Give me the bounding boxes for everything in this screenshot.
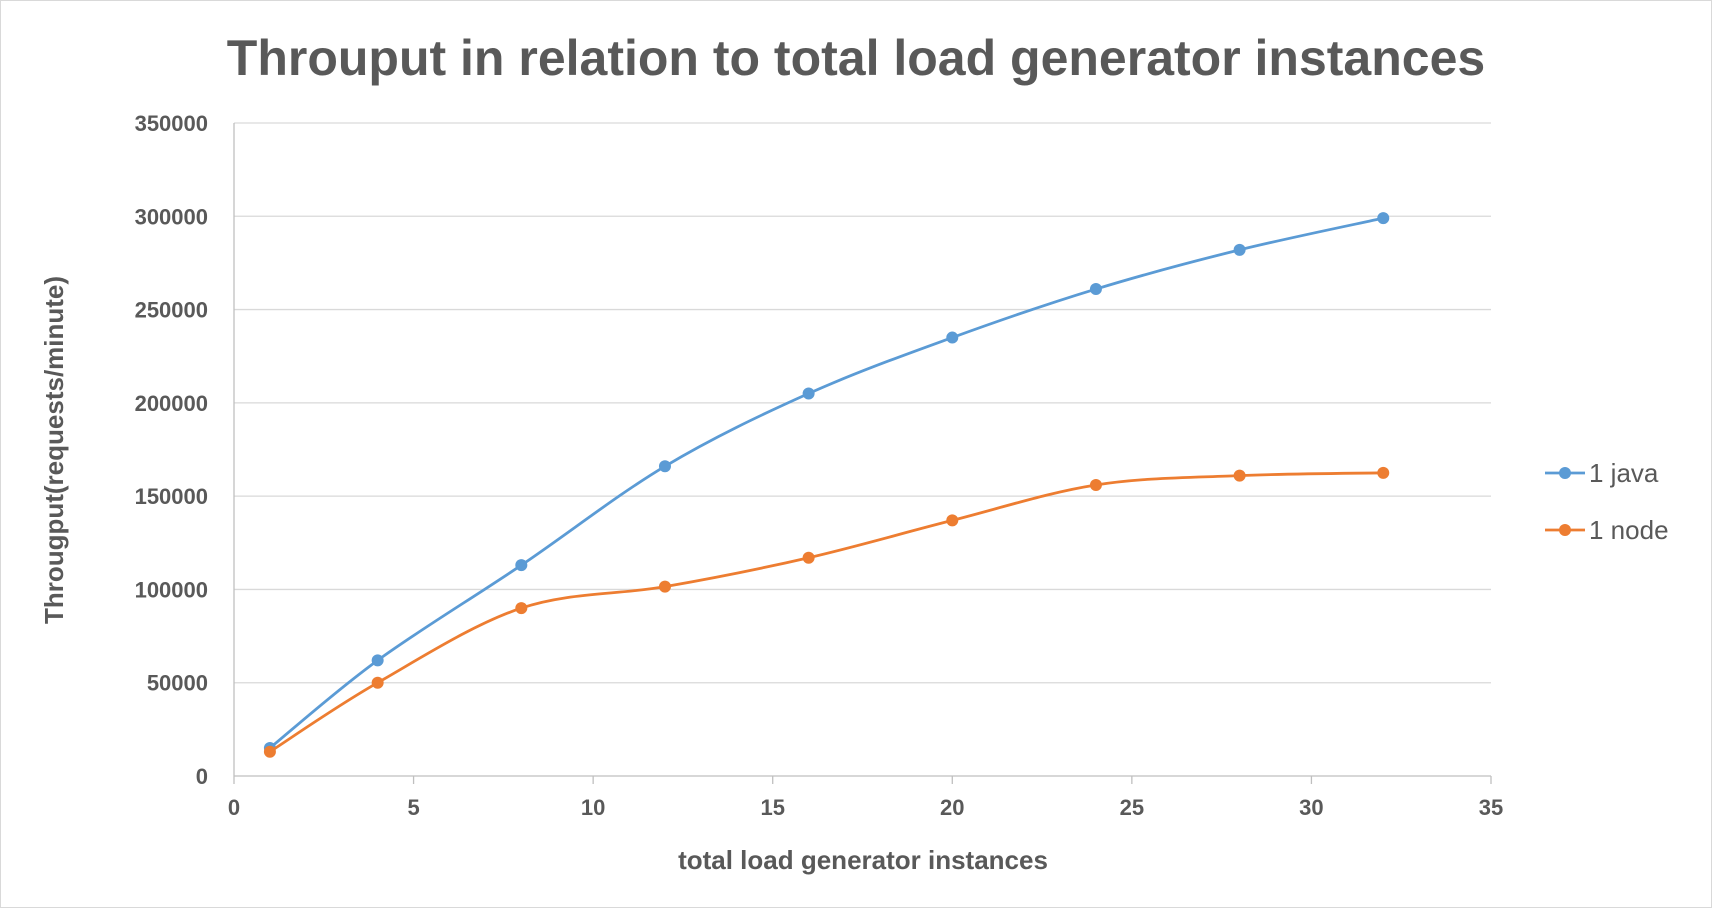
x-tick-label: 35 [1479, 795, 1503, 820]
data-point-1-node [1089, 478, 1102, 491]
data-point-1-node [946, 514, 959, 527]
axes: 0 50000 100000 150000 200000 250000 300000 3500… [135, 111, 1504, 820]
gridlines [234, 122, 1491, 684]
y-tick-label: 0 [196, 764, 208, 789]
x-tick-label: 5 [407, 795, 419, 820]
x-tick-label: 25 [1120, 795, 1144, 820]
y-tick-label: 50000 [147, 671, 208, 696]
y-tick-label: 100000 [135, 577, 208, 602]
y-tick-label: 150000 [135, 484, 208, 509]
data-point-1-java [946, 331, 959, 344]
series-layer [263, 212, 1390, 758]
x-tick-label: 0 [228, 795, 240, 820]
data-point-1-node [263, 745, 276, 758]
x-tick-label: 20 [940, 795, 964, 820]
chart-title: Throuput in relation to total load gener… [227, 30, 1485, 86]
series-line-1-java [268, 216, 1385, 750]
x-axis-title: total load generator instances [678, 845, 1048, 875]
data-point-1-java [802, 387, 815, 400]
y-tick-label: 250000 [135, 298, 208, 323]
data-point-1-node [658, 580, 671, 593]
data-point-1-java [1377, 212, 1390, 225]
data-point-1-java [658, 460, 671, 473]
data-point-1-java [1233, 243, 1246, 256]
data-point-1-java [371, 654, 384, 667]
data-point-1-java [1089, 283, 1102, 296]
legend-label-1-node: 1 node [1589, 515, 1669, 545]
x-tick-label: 30 [1299, 795, 1323, 820]
y-tick-label: 350000 [135, 111, 208, 136]
y-tick-label: 300000 [135, 204, 208, 229]
legend: 1 java 1 node [1545, 458, 1669, 545]
data-point-1-node [802, 551, 815, 564]
x-tick-label: 10 [581, 795, 605, 820]
legend-label-1-java: 1 java [1589, 458, 1659, 488]
series-line-1-node [268, 471, 1385, 754]
legend-marker-1-node [1559, 524, 1571, 536]
data-point-1-java [515, 559, 528, 572]
data-point-1-node [515, 602, 528, 615]
data-point-1-node [1377, 466, 1390, 479]
data-point-1-node [1233, 469, 1246, 482]
data-point-1-node [371, 676, 384, 689]
y-tick-label: 200000 [135, 391, 208, 416]
legend-marker-1-java [1559, 467, 1571, 479]
y-axis-title: Througput(requests/minute) [39, 276, 69, 624]
x-tick-label: 15 [760, 795, 784, 820]
